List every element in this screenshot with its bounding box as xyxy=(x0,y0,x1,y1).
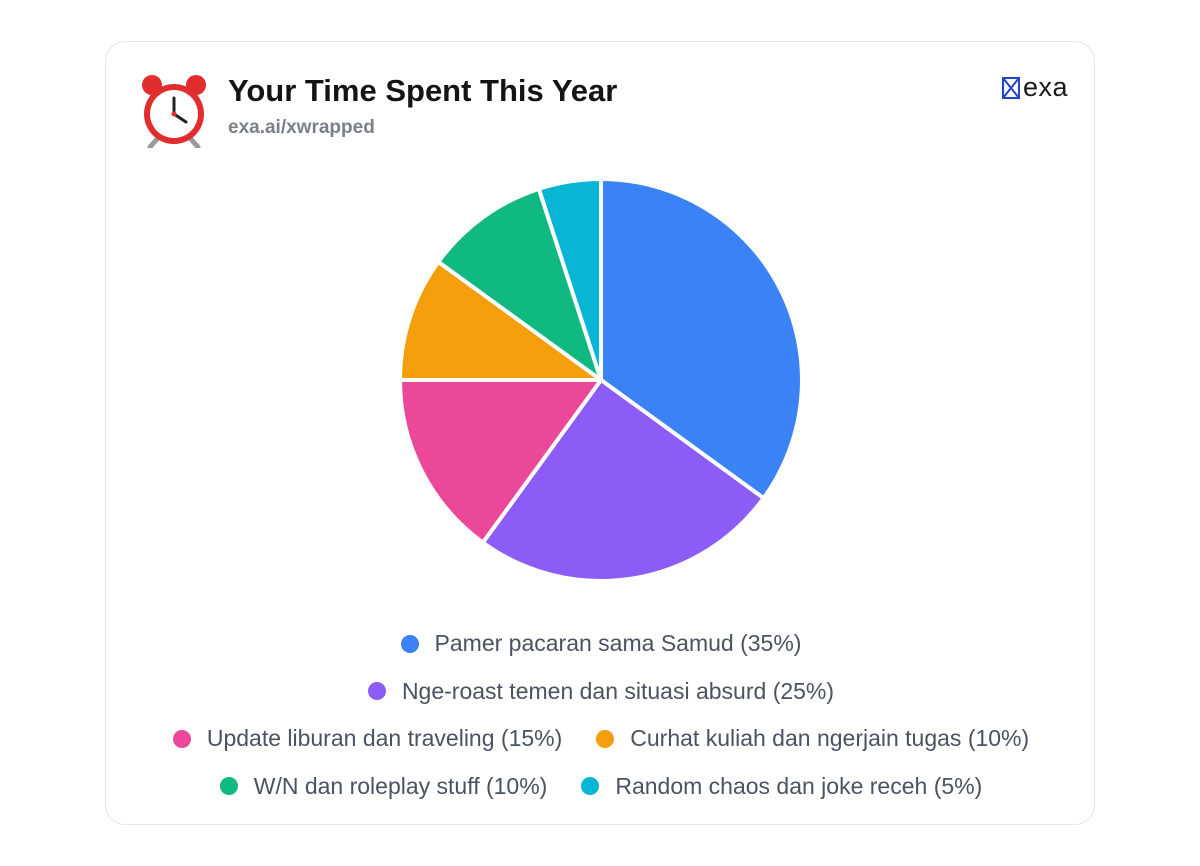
legend-item-2[interactable]: Update liburan dan traveling (15%) xyxy=(172,725,563,752)
alarm-clock-icon xyxy=(142,75,206,148)
legend-row: Pamer pacaran sama Samud (35%) xyxy=(106,620,1096,668)
legend-label: Random chaos dan joke receh (5%) xyxy=(615,772,983,799)
source-link[interactable]: exa.ai/xwrapped xyxy=(228,117,375,138)
pie-slice-5[interactable] xyxy=(536,177,603,382)
legend-label: Pamer pacaran sama Samud (35%) xyxy=(434,630,802,657)
pie-slice-3[interactable] xyxy=(398,259,603,382)
page-title: Your Time Spent This Year xyxy=(228,73,618,108)
legend-item-4[interactable]: W/N dan roleplay stuff (10%) xyxy=(219,772,548,800)
chart-legend: Pamer pacaran sama Samud (35%) Nge-roast… xyxy=(106,620,1096,810)
legend-swatch xyxy=(367,682,386,701)
legend-swatch xyxy=(400,634,419,653)
pie-slice-0[interactable] xyxy=(599,177,804,501)
legend-item-3[interactable]: Curhat kuliah dan ngerjain tugas (10%) xyxy=(596,725,1029,752)
legend-item-0[interactable]: Pamer pacaran sama Samud (35%) xyxy=(400,630,802,657)
legend-label: Curhat kuliah dan ngerjain tugas (10%) xyxy=(630,725,1030,752)
legend-item-1[interactable]: Nge-roast temen dan situasi absurd (25%) xyxy=(367,677,835,705)
chart-card: Your Time Spent This Year exa.ai/xwrappe… xyxy=(105,41,1095,825)
legend-swatch xyxy=(219,777,238,796)
pie-chart xyxy=(398,177,804,583)
legend-item-5[interactable]: Random chaos dan joke receh (5%) xyxy=(581,773,982,800)
legend-row: W/N dan roleplay stuff (10%) Random chao… xyxy=(106,763,1096,811)
legend-row: Update liburan dan traveling (15%) Curha… xyxy=(106,715,1096,763)
exa-logo-icon xyxy=(1001,76,1020,99)
brand-logo: exa xyxy=(1001,72,1068,103)
pie-slice-1[interactable] xyxy=(480,378,766,583)
legend-swatch xyxy=(596,729,615,748)
legend-swatch xyxy=(172,729,191,748)
legend-row: Nge-roast temen dan situasi absurd (25%) xyxy=(106,668,1096,716)
legend-label: W/N dan roleplay stuff (10%) xyxy=(253,772,548,799)
legend-swatch xyxy=(581,777,600,796)
legend-label: Nge-roast temen dan situasi absurd (25%) xyxy=(401,677,835,704)
pie-slice-2[interactable] xyxy=(398,378,603,545)
brand-name: exa xyxy=(1022,72,1068,102)
legend-label: Update liburan dan traveling (15%) xyxy=(206,725,563,752)
pie-slice-4[interactable] xyxy=(436,186,603,382)
